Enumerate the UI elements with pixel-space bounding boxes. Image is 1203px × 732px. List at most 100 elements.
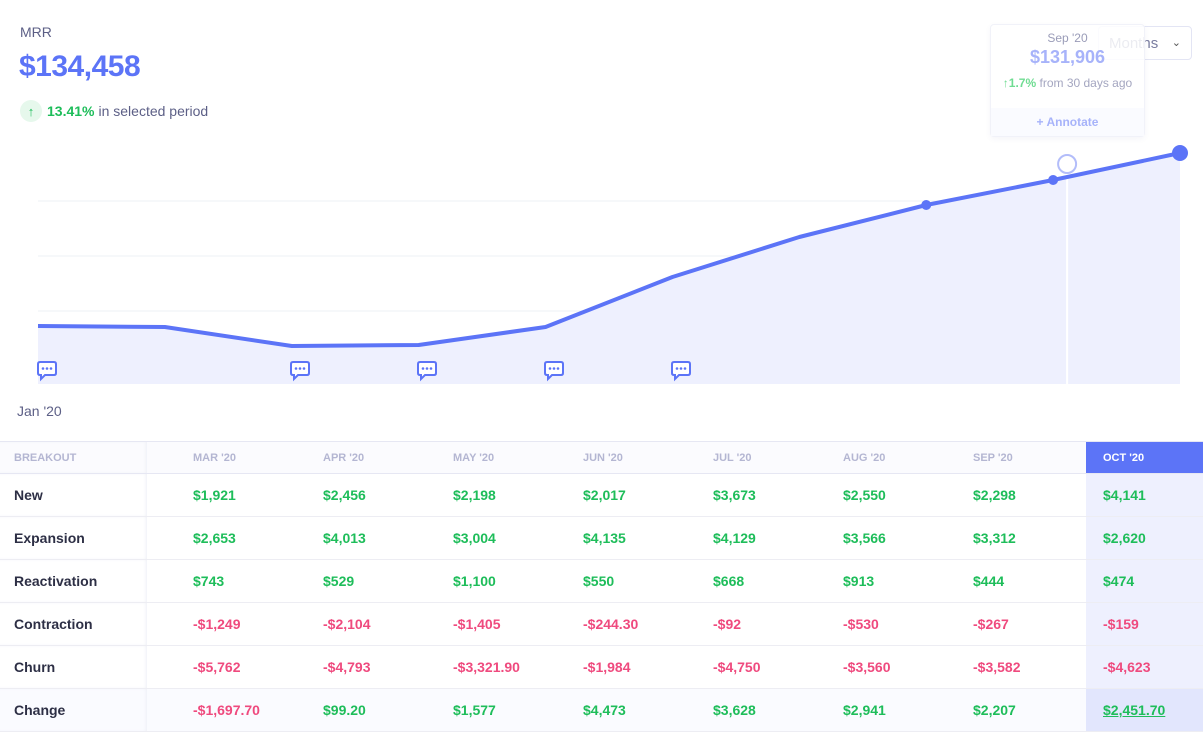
table-cell: -$3,582: [956, 645, 1086, 689]
table-cell: -$4,793: [306, 645, 436, 689]
data-point[interactable]: [921, 200, 932, 210]
row-label: Reactivation: [0, 559, 147, 603]
table-cell: $2,207: [956, 688, 1086, 732]
cell-value: $1,577: [453, 702, 496, 718]
table-cell: -$5,762: [147, 645, 306, 689]
arrow-up-icon: ↑: [20, 100, 42, 122]
table-cell: $2,198: [436, 473, 566, 517]
row-label: Churn: [0, 645, 147, 689]
comment-icon[interactable]: [37, 361, 57, 382]
table-cell: $3,673: [696, 473, 826, 517]
cell-value: -$1,697.70: [193, 702, 260, 718]
table-cell: $99.20: [306, 688, 436, 732]
column-header[interactable]: JUN '20: [566, 441, 696, 474]
change-percent: 13.41%: [47, 103, 95, 119]
cell-value: $743: [193, 573, 225, 589]
cell-value: $444: [973, 573, 1005, 589]
annotate-button[interactable]: + Annotate: [991, 108, 1144, 136]
cell-value: $2,207: [973, 702, 1016, 718]
column-header[interactable]: SEP '20: [956, 441, 1086, 474]
table-cell: $4,129: [696, 516, 826, 560]
table-cell: $668: [696, 559, 826, 603]
table-row: Contraction -$1,249 -$2,104 -$1,405 -$244.30…: [0, 602, 1203, 646]
cell-value: $529: [323, 573, 355, 589]
comment-icon[interactable]: [417, 361, 437, 382]
table-row: New $1,921 $2,456 $2,198 $2,017 $3,673 $2,550 $…: [0, 473, 1203, 517]
column-header[interactable]: MAR '20: [147, 441, 306, 474]
table-cell: $4,013: [306, 516, 436, 560]
comment-icon[interactable]: [544, 361, 564, 382]
table-cell: -$1,697.70: [147, 688, 306, 732]
table-cell: -$267: [956, 602, 1086, 646]
tooltip-value: $131,906: [1029, 47, 1106, 67]
tooltip-change-pct: 1.7%: [1008, 76, 1037, 90]
chart-tooltip: Sep '20 $131,906 ↑1.7% from 30 days ago …: [990, 24, 1145, 137]
table-cell: $2,653: [147, 516, 306, 560]
cell-value: -$3,321.90: [453, 659, 520, 675]
cell-value: -$1,405: [453, 616, 501, 632]
table-cell: -$1,249: [147, 602, 306, 646]
cell-value: $4,135: [583, 530, 626, 546]
cell-value: $2,550: [843, 487, 886, 503]
table-cell: $3,312: [956, 516, 1086, 560]
table-cell: -$2,104: [306, 602, 436, 646]
tooltip-change-text: from 30 days ago: [1039, 76, 1133, 90]
data-point-latest[interactable]: [1172, 145, 1188, 161]
cell-value: -$1,984: [583, 659, 631, 675]
cell-value: $4,141: [1103, 487, 1146, 503]
table-cell: $743: [147, 559, 306, 603]
cell-value: -$4,793: [323, 659, 371, 675]
cell-value: $2,941: [843, 702, 886, 718]
cell-value: $4,013: [323, 530, 366, 546]
table-cell: -$530: [826, 602, 956, 646]
cell-value: -$4,623: [1103, 659, 1151, 675]
table-cell: $2,550: [826, 473, 956, 517]
cell-value: $3,628: [713, 702, 756, 718]
table-cell: -$244.30: [566, 602, 696, 646]
column-header[interactable]: JUL '20: [696, 441, 826, 474]
column-header[interactable]: MAY '20: [436, 441, 566, 474]
data-point[interactable]: [1048, 175, 1059, 186]
table-cell: $3,004: [436, 516, 566, 560]
column-header[interactable]: AUG '20: [826, 441, 956, 474]
cell-value: $1,921: [193, 487, 236, 503]
table-row: Change -$1,697.70 $99.20 $1,577 $4,473 $3,628…: [0, 688, 1203, 732]
table-row: Churn -$5,762 -$4,793 -$3,321.90 -$1,984 -$4,…: [0, 645, 1203, 689]
table-cell: -$92: [696, 602, 826, 646]
hover-marker: [1057, 154, 1078, 175]
table-cell: -$4,750: [696, 645, 826, 689]
cell-value: -$2,104: [323, 616, 371, 632]
cell-value: -$4,750: [713, 659, 761, 675]
cell-value: -$92: [713, 616, 742, 632]
row-label: Expansion: [0, 516, 147, 560]
cell-value: $1,100: [453, 573, 496, 589]
cell-value: -$244.30: [583, 616, 639, 632]
table-cell: $2,017: [566, 473, 696, 517]
metric-label: MRR: [20, 24, 52, 40]
breakout-table: BREAKOUT MAR '20 APR '20 MAY '20 JUN '20 JUL …: [0, 441, 1203, 732]
table-cell: $913: [826, 559, 956, 603]
comment-icon[interactable]: [290, 361, 310, 382]
table-cell: $550: [566, 559, 696, 603]
cell-value: $2,456: [323, 487, 366, 503]
chevron-down-icon: ⌄: [1171, 37, 1181, 49]
column-header[interactable]: OCT '20: [1086, 441, 1203, 474]
cell-value: -$5,762: [193, 659, 241, 675]
metric-value: $134,458: [19, 50, 141, 83]
cell-value: $4,473: [583, 702, 626, 718]
table-cell: $2,941: [826, 688, 956, 732]
comment-icon[interactable]: [671, 361, 691, 382]
row-label: New: [0, 473, 147, 517]
table-cell: -$4,623: [1086, 645, 1203, 689]
table-cell: $3,566: [826, 516, 956, 560]
table-cell: $2,620: [1086, 516, 1203, 560]
cell-value: $4,129: [713, 530, 756, 546]
table-cell: $4,135: [566, 516, 696, 560]
table-cell: $444: [956, 559, 1086, 603]
table-cell: $529: [306, 559, 436, 603]
table-row: Reactivation $743 $529 $1,100 $550 $668 $913 $4…: [0, 559, 1203, 603]
row-label: Change: [0, 688, 147, 732]
cell-value[interactable]: $2,451.70: [1103, 702, 1166, 718]
table-cell: $2,298: [956, 473, 1086, 517]
column-header[interactable]: APR '20: [306, 441, 436, 474]
